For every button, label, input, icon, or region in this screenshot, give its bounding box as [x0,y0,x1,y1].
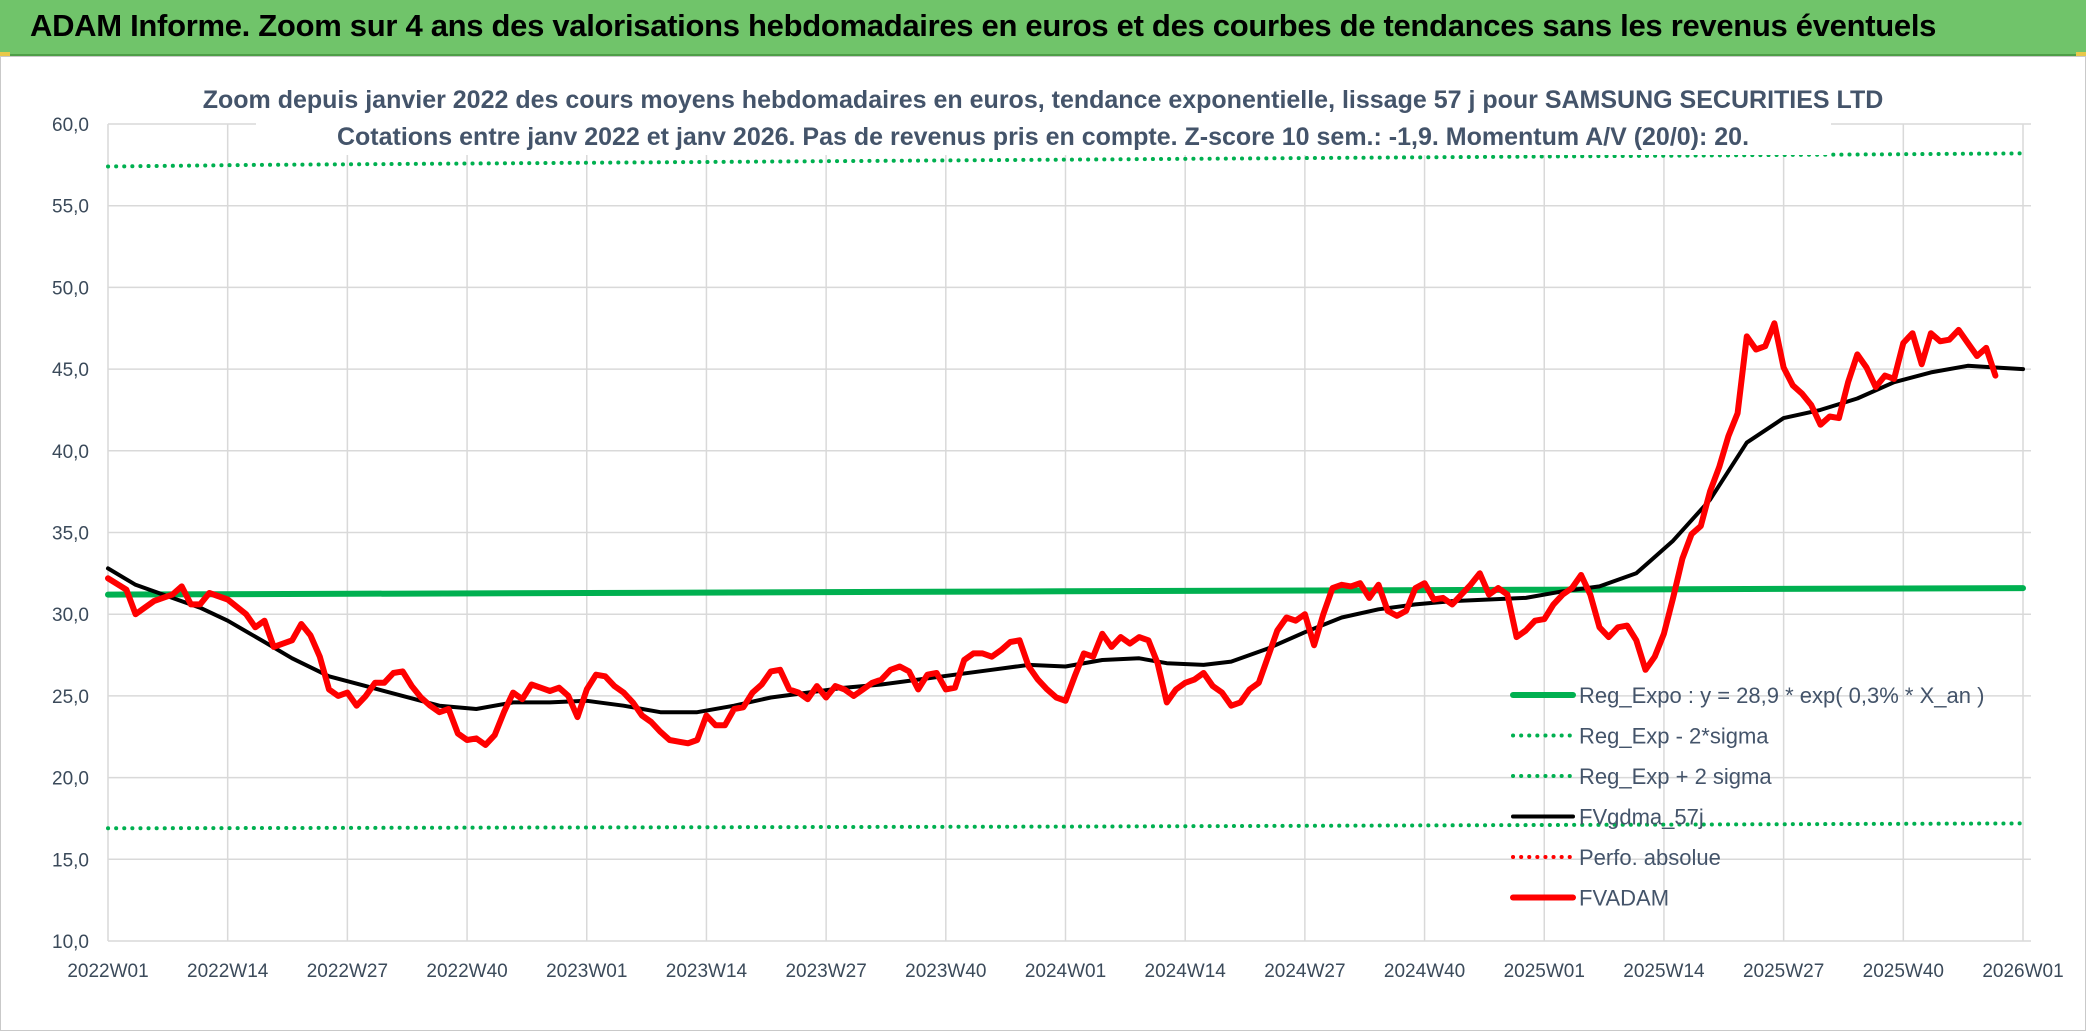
y-tick-label: 25,0 [52,687,89,708]
x-tick-label: 2023W27 [785,961,866,982]
x-tick-label: 2022W01 [67,961,148,982]
legend-label: Reg_Exp - 2*sigma [1579,724,1769,749]
y-tick-label: 55,0 [52,197,89,218]
corner-accent [0,52,10,57]
chart-svg: 10,0 15,0 20,0 25,0 30,0 35,0 40,0 45,0 50,0 55,0… [52,79,2064,982]
x-tick-label: 2025W27 [1743,961,1824,982]
x-tick-label: 2024W14 [1145,961,1227,982]
legend-label: FVADAM [1579,886,1669,911]
series-lines [105,151,2026,831]
x-tick-label: 2023W01 [546,961,627,982]
y-tick-label: 35,0 [52,524,89,545]
series-line-2 [106,151,2025,169]
x-axis: 2022W01 2022W14 2022W27 2022W40 2023W01 2023W… [67,961,2063,982]
legend-label: FVgdma_57j [1579,805,1704,830]
x-tick-label: 2025W01 [1504,961,1585,982]
x-tick-label: 2024W27 [1264,961,1345,982]
series-line-0 [105,585,2026,598]
title-box [256,79,1831,155]
x-tick-label: 2024W01 [1025,961,1106,982]
chart-subtitle: Cotations entre janv 2022 et janv 2026. … [337,123,1749,151]
chart-title: Zoom depuis janvier 2022 des cours moyen… [203,86,1884,114]
y-tick-label: 20,0 [52,769,89,790]
y-tick-label: 30,0 [52,605,89,626]
x-tick-label: 2023W14 [666,961,748,982]
chart-area: 10,0 15,0 20,0 25,0 30,0 35,0 40,0 45,0 50,0 55,0… [0,56,2086,1031]
legend-label: Reg_Expo : y = 28,9 * exp( 0,3% * X_an ) [1579,683,1984,708]
y-tick-label: 60,0 [52,115,89,136]
y-tick-label: 50,0 [52,278,89,299]
y-tick-label: 45,0 [52,360,89,381]
y-tick-label: 10,0 [52,932,89,953]
report-title: ADAM Informe. Zoom sur 4 ans des valoris… [30,8,1937,43]
legend: Reg_Expo : y = 28,9 * exp( 0,3% * X_an )… [1510,683,1984,911]
x-tick-label: 2024W40 [1384,961,1465,982]
series-line-5 [105,320,1999,748]
x-tick-label: 2026W01 [1982,961,2063,982]
series-line-1 [106,821,2025,831]
y-tick-label: 15,0 [52,850,89,871]
header-banner: ADAM Informe. Zoom sur 4 ans des valoris… [0,0,2086,56]
x-tick-label: 2022W40 [426,961,507,982]
x-tick-label: 2022W27 [307,961,388,982]
x-tick-label: 2023W40 [905,961,986,982]
x-tick-label: 2025W40 [1863,961,1944,982]
legend-label: Perfo. absolue [1579,845,1721,870]
y-tick-label: 40,0 [52,442,89,463]
x-tick-label: 2025W14 [1623,961,1705,982]
x-tick-label: 2022W14 [187,961,269,982]
y-axis: 10,0 15,0 20,0 25,0 30,0 35,0 40,0 45,0 50,0 55,0… [52,115,89,953]
corner-accent [2076,52,2086,57]
grid [107,123,2031,942]
legend-label: Reg_Exp + 2 sigma [1579,764,1772,789]
